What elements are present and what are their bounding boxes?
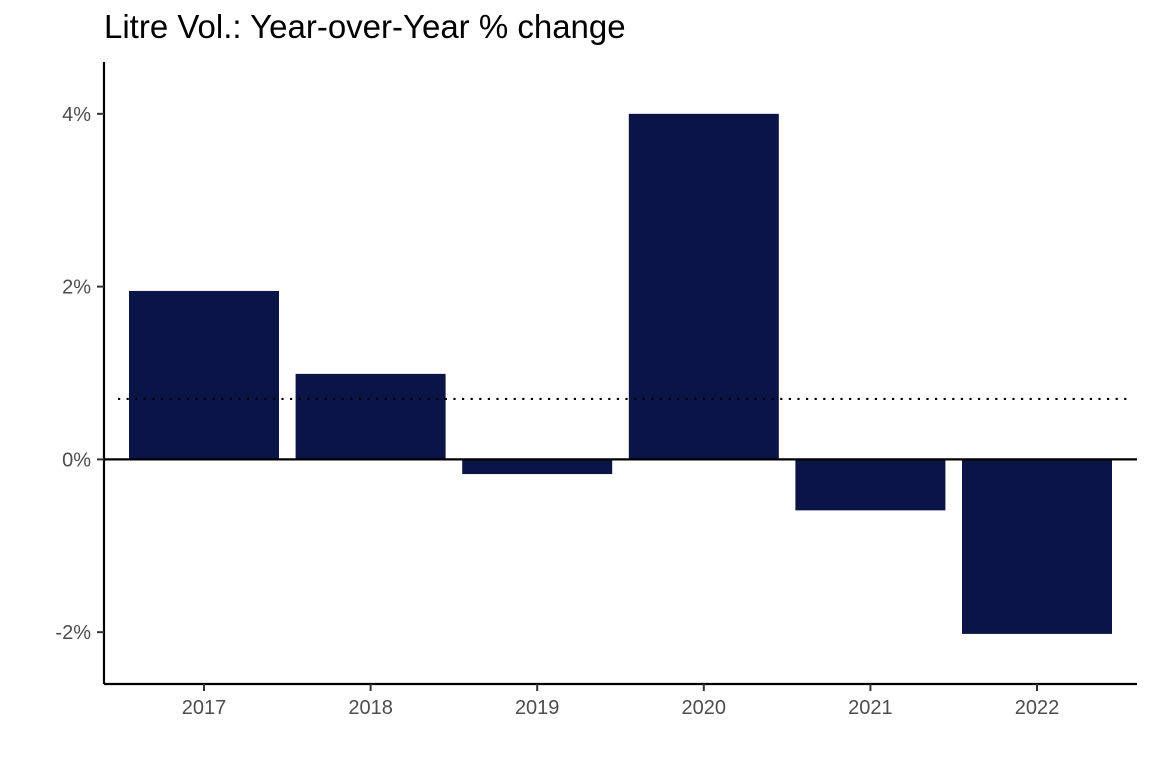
y-ticks-layer: -2% 0% 2% 4% [55, 104, 104, 644]
y-tick-label: 2% [62, 277, 91, 299]
y-tick-label: 0% [62, 449, 91, 471]
bars-layer [129, 113, 1112, 634]
axes-layer [102, 62, 1137, 686]
bar-2018 [295, 373, 446, 460]
bar-2022 [962, 459, 1112, 634]
bar-2017 [129, 290, 279, 460]
chart-title: Litre Vol.: Year-over-Year % change [104, 8, 626, 45]
bar-2021 [795, 459, 946, 511]
x-tick-label-2021: 2021 [848, 697, 893, 719]
x-tick-label-2018: 2018 [348, 697, 393, 719]
x-tick-label-2020: 2020 [682, 697, 727, 719]
y-tick-label: -2% [55, 622, 91, 644]
x-ticks-layer: 2017 2018 2019 2020 2021 2022 [182, 684, 1060, 719]
x-tick-label-2019: 2019 [515, 697, 560, 719]
x-tick-label-2017: 2017 [182, 697, 227, 719]
y-tick-label: 4% [62, 104, 91, 126]
bar-2019 [462, 459, 613, 475]
x-tick-label-2022: 2022 [1015, 697, 1060, 719]
bar-2020 [628, 113, 779, 460]
